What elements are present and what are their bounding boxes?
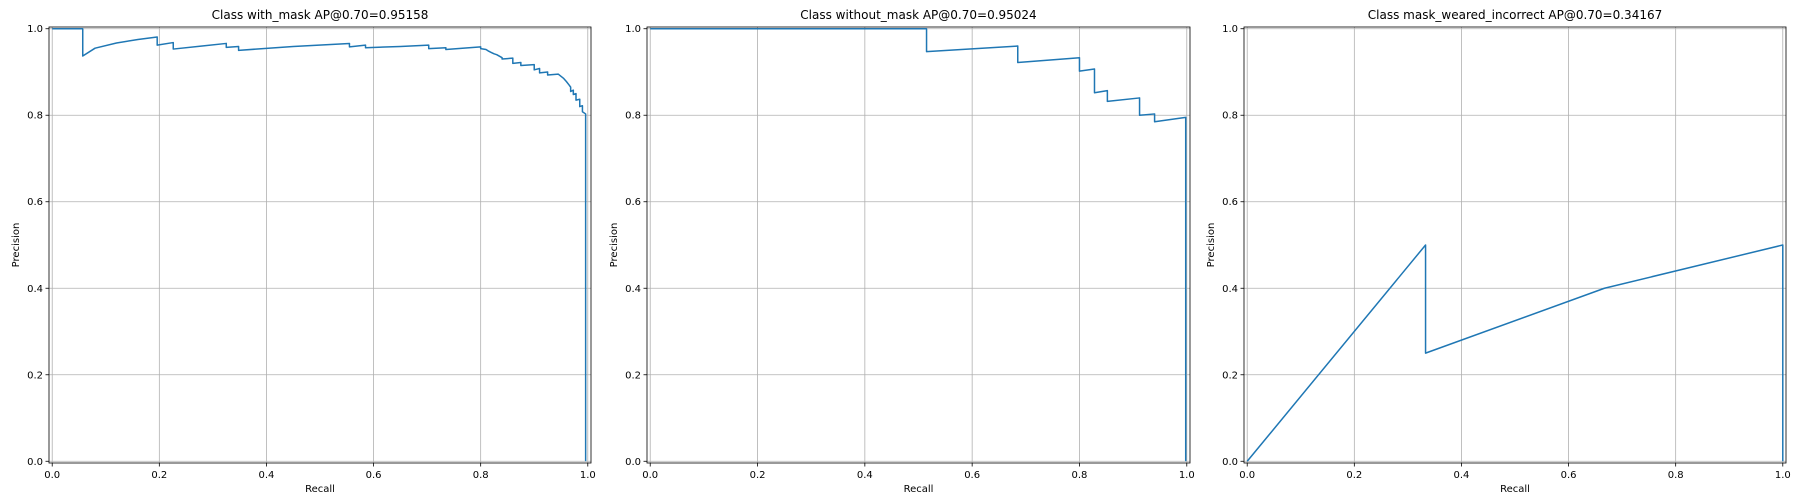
y-tick-label: 0.4	[625, 284, 641, 295]
y-tick-label: 0.6	[1222, 197, 1238, 208]
y-tick-label: 0.2	[27, 370, 43, 381]
x-tick-label: 0.2	[151, 470, 167, 481]
pr-chart-2: 0.0 0.2 0.4 0.6 0.8 1.0 0.0 0.2 0.4 0.6 0.8 1.0 Clas…	[609, 8, 1195, 495]
x-tick-label: 0.0	[1239, 470, 1255, 481]
pr-chart-1: 0.0 0.2 0.4 0.6 0.8 1.0 0.0 0.2 0.4 0.6 0.8 1.0 Clas…	[11, 8, 596, 495]
x-tick-label: 0.4	[857, 470, 873, 481]
x-tick-label: 0.0	[642, 470, 658, 481]
axes-frame	[646, 26, 1191, 464]
pr-curve-series	[1246, 244, 1784, 462]
y-tick-label: 0.2	[625, 370, 641, 381]
y-tick-label: 0.8	[27, 111, 43, 122]
chart-title: Class without_mask AP@0.70=0.95024	[800, 8, 1036, 22]
x-axis-label: Recall	[305, 484, 335, 495]
x-tick-label: 0.6	[366, 470, 382, 481]
x-tick-label: 0.2	[750, 470, 766, 481]
y-tick-label: 0.4	[1222, 284, 1238, 295]
y-tick-label: 0.8	[625, 111, 641, 122]
y-axis-label: Precision	[609, 223, 620, 268]
pr-curve-series	[52, 27, 587, 462]
pr-curve-series	[650, 27, 1187, 462]
x-tick-label: 0.6	[964, 470, 980, 481]
x-tick-label: 0.8	[473, 470, 489, 481]
y-tick-label: 1.0	[27, 24, 43, 35]
y-tick-label: 0.2	[1222, 370, 1238, 381]
y-tick-label: 0.0	[625, 457, 641, 468]
y-tick-label: 0.0	[1222, 457, 1238, 468]
y-tick-label: 0.4	[27, 284, 43, 295]
y-axis-label: Precision	[1206, 223, 1217, 268]
y-tick-label: 0.0	[27, 457, 43, 468]
x-tick-label: 0.8	[1072, 470, 1088, 481]
x-tick-label: 0.4	[258, 470, 274, 481]
y-axis-label: Precision	[11, 223, 22, 268]
y-tick-label: 1.0	[1222, 24, 1238, 35]
x-tick-label: 0.8	[1668, 470, 1684, 481]
pr-chart-3: 0.0 0.2 0.4 0.6 0.8 1.0 0.0 0.2 0.4 0.6 0.8 1.0 Clas…	[1206, 8, 1791, 495]
x-tick-label: 1.0	[1775, 470, 1791, 481]
x-tick-label: 0.2	[1346, 470, 1362, 481]
y-tick-label: 0.8	[1222, 111, 1238, 122]
axes-frame	[48, 26, 592, 464]
chart-title: Class with_mask AP@0.70=0.95158	[212, 8, 429, 22]
x-tick-label: 1.0	[1179, 470, 1195, 481]
y-tick-label: 1.0	[625, 24, 641, 35]
x-tick-label: 0.6	[1561, 470, 1577, 481]
x-tick-label: 0.0	[44, 470, 60, 481]
x-tick-label: 1.0	[580, 470, 596, 481]
axes-frame	[1243, 26, 1787, 464]
x-axis-label: Recall	[904, 484, 934, 495]
y-tick-label: 0.6	[27, 197, 43, 208]
y-tick-label: 0.6	[625, 197, 641, 208]
x-axis-label: Recall	[1500, 484, 1530, 495]
chart-title: Class mask_weared_incorrect AP@0.70=0.34…	[1368, 8, 1662, 22]
x-tick-label: 0.4	[1453, 470, 1469, 481]
